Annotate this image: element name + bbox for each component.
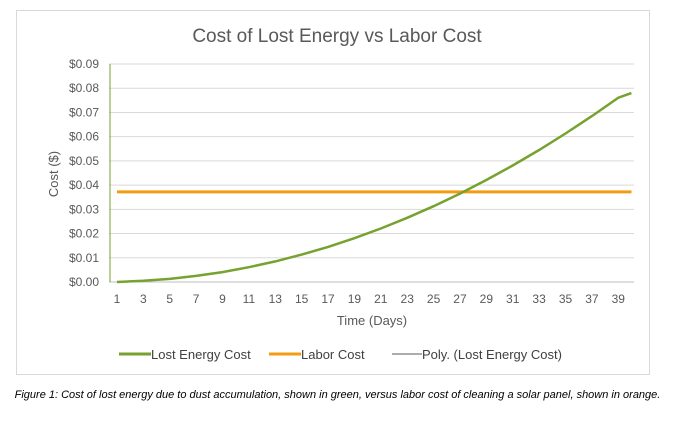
x-tick-label: 5 (166, 292, 173, 306)
y-tick-label: $0.04 (69, 178, 99, 192)
legend: Lost Energy Cost Labor Cost Poly. (Lost En… (119, 347, 562, 362)
legend-label-2: Poly. (Lost Energy Cost) (422, 347, 562, 362)
y-tick-label: $0.06 (69, 130, 99, 144)
x-tick-label: 37 (585, 292, 599, 306)
x-axis-label: Time (Days) (337, 313, 407, 328)
grid-layer (109, 63, 634, 259)
y-tick-label: $0.00 (69, 275, 99, 289)
x-tick-label: 33 (532, 292, 546, 306)
x-tick-label: 35 (559, 292, 573, 306)
x-tick-label: 11 (243, 292, 256, 306)
x-tick-label: 25 (427, 292, 441, 306)
x-tick-label: 17 (321, 292, 335, 306)
y-axis-label: Cost ($) (46, 151, 61, 197)
x-tick-label: 1 (114, 292, 121, 306)
y-axis-tick-labels: $0.00 $0.01 $0.02 $0.03 $0.04 $0.05 $0.06 $0.07… (69, 57, 99, 289)
x-tick-label: 23 (401, 292, 415, 306)
x-tick-label: 13 (269, 292, 283, 306)
x-tick-label: 15 (295, 292, 309, 306)
series-layer (109, 64, 632, 284)
y-tick-label: $0.01 (69, 251, 99, 265)
y-tick-label: $0.03 (69, 202, 99, 216)
x-axis-tick-labels: 1 3 5 7 9 11 13 15 17 19 21 23 25 27 29 31 33 35 37 39 (114, 292, 626, 306)
figure-caption: Figure 1: Cost of lost energy due to dus… (14, 389, 661, 401)
chart-svg: Cost of Lost Energy vs Labor Cost $0.00$… (46, 26, 634, 362)
chart-title: Cost of Lost Energy vs Labor Cost (192, 26, 482, 47)
x-tick-label: 21 (374, 292, 388, 306)
x-tick-label: 31 (506, 292, 520, 306)
y-tick-label: $0.05 (69, 154, 99, 168)
x-tick-label: 39 (612, 292, 626, 306)
y-tick-label: $0.09 (69, 57, 99, 71)
x-tick-label: 27 (453, 292, 467, 306)
legend-label-1: Labor Cost (301, 347, 365, 362)
x-tick-label: 19 (348, 292, 362, 306)
x-tick-label: 9 (219, 292, 226, 306)
x-tick-label: 29 (480, 292, 494, 306)
legend-label-0: Lost Energy Cost (151, 347, 251, 362)
y-tick-label: $0.08 (69, 81, 99, 95)
x-tick-label: 7 (193, 292, 200, 306)
series-lost-energy-cost (116, 91, 632, 284)
y-tick-label: $0.07 (69, 105, 99, 119)
y-tick-label: $0.02 (69, 227, 99, 241)
x-tick-label: 3 (140, 292, 147, 306)
